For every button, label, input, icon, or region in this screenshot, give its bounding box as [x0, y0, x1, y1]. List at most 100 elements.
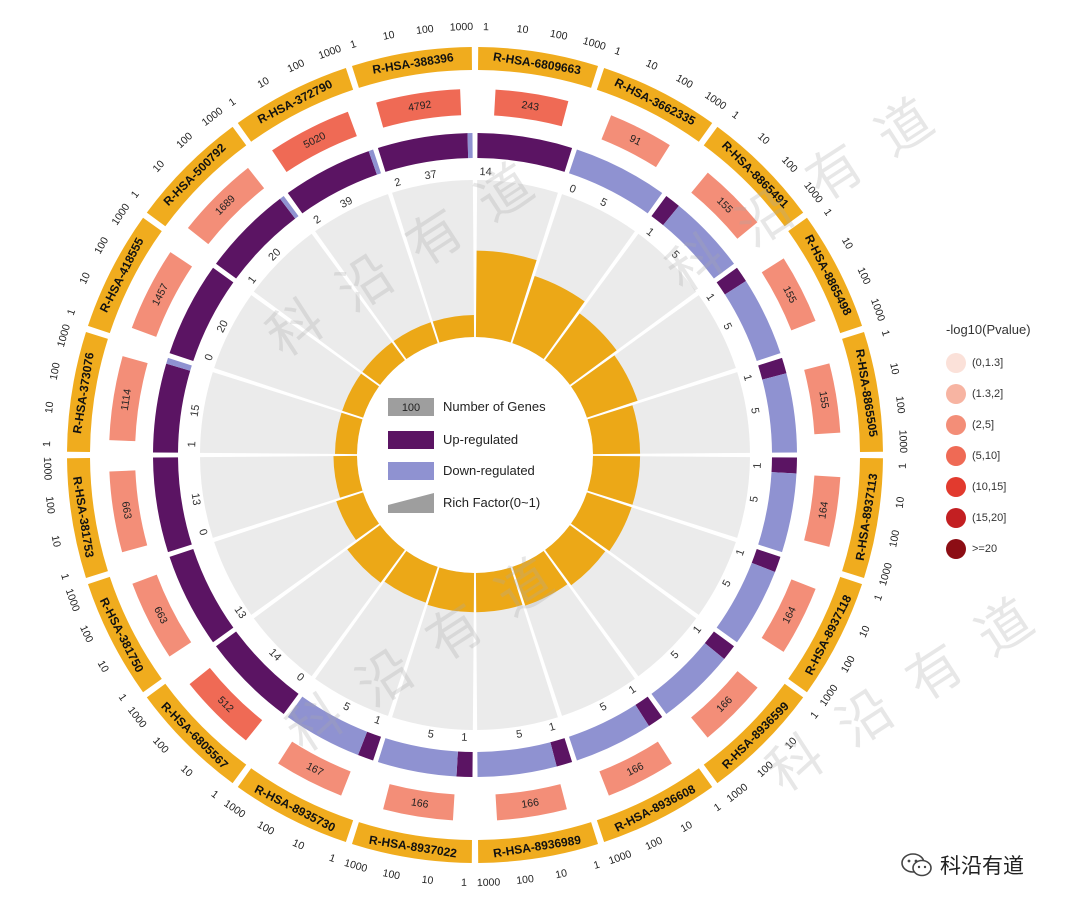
up-regulated-segment: [477, 133, 573, 172]
outer-tick-label: 100: [855, 266, 873, 287]
down-count-label: 5: [669, 649, 682, 662]
pvalue-bin-label: (0,1.3]: [972, 356, 1004, 369]
down-count-label: 5: [515, 728, 523, 741]
down-regulated-segment: [166, 357, 192, 371]
outer-tick-label: 10: [755, 130, 772, 147]
rich-factor-background: [200, 455, 363, 538]
down-regulated-segment: [762, 373, 797, 453]
rich-factor-bar: [384, 551, 438, 603]
gene-count-label: 166: [521, 796, 540, 811]
rich-factor-bar: [475, 250, 537, 343]
outer-tick-label: 1000: [200, 105, 226, 129]
up-count-label: 2: [393, 176, 402, 189]
gene-count-bar: [761, 258, 816, 331]
pvalue-bin-label: (2,5]: [972, 418, 995, 431]
gene-count-bar: [132, 574, 192, 657]
pvalue-swatch: [946, 383, 966, 404]
category-band: [596, 768, 713, 843]
down-regulated-segment: [663, 205, 735, 279]
gene-count-bar: [804, 475, 841, 547]
up-regulated-segment: [751, 548, 781, 572]
rich-factor-bar: [512, 276, 585, 359]
category-band: [67, 331, 108, 452]
up-regulated-segment: [215, 631, 299, 715]
gene-count-bar: [495, 784, 567, 821]
down-count-label: 5: [748, 407, 761, 415]
rich-factor-bar: [347, 525, 405, 583]
up-regulated-segment: [635, 696, 663, 726]
category-band: [842, 458, 883, 579]
category-band: [87, 576, 162, 693]
outer-tick-label: 1000: [450, 21, 474, 34]
gene-count-bar: [189, 667, 263, 741]
gene-count-bar: [761, 579, 816, 652]
down-count-label: 5: [669, 248, 682, 261]
outer-tick-label: 1: [613, 45, 623, 58]
rich-factor-bar: [571, 355, 638, 418]
up-count-label: 1: [644, 226, 656, 239]
up-count-label: 1: [691, 624, 704, 636]
down-count-label: 5: [748, 495, 761, 503]
outer-tick-label: 100: [43, 496, 57, 515]
up-count-label: 1: [752, 462, 764, 469]
outer-tick-label: 1: [65, 307, 78, 317]
up-count-label: 14: [479, 166, 492, 178]
pvalue-swatch: [946, 476, 966, 497]
category-band: [788, 217, 863, 334]
outer-tick-label: 1: [227, 96, 239, 109]
outer-tick-label: 1000: [477, 876, 501, 889]
outer-tick-label: 1000: [801, 180, 825, 206]
outer-tick-label: 1: [461, 877, 467, 889]
gene-count-bar: [494, 89, 569, 127]
pvalue-legend-row: (5,10]: [946, 440, 1076, 471]
outer-tick-label: 10: [291, 837, 307, 853]
rich-factor-bar: [432, 315, 475, 343]
outer-tick-label: 1: [808, 709, 821, 721]
down-regulated-segment: [568, 704, 649, 761]
outer-tick-label: 10: [255, 75, 271, 91]
down-regulated-segment: [724, 281, 781, 362]
outer-tick-label: 10: [839, 235, 855, 251]
rich-factor-bar: [362, 342, 405, 385]
up-regulated-segment: [377, 133, 469, 172]
down-regulated-segment: [477, 742, 557, 777]
outer-tick-label: 10: [421, 874, 434, 887]
up-count-label: 2: [312, 213, 324, 226]
up-regulated-segment: [169, 548, 234, 643]
rich-factor-bar: [512, 551, 568, 606]
gene-count-label: 4792: [407, 99, 432, 115]
legend-swatch-up: [388, 431, 434, 449]
pvalue-legend: -log10(Pvalue) (0,1.3] (1.3,2] (2,5] (5,10]…: [946, 322, 1076, 564]
outer-tick-label: 1: [328, 852, 338, 865]
rich-factor-bar: [336, 492, 379, 541]
outer-tick-label: 10: [857, 624, 873, 640]
outer-tick-label: 1: [349, 38, 358, 51]
outer-tick-label: 100: [92, 235, 111, 256]
pvalue-legend-title: -log10(Pvalue): [946, 322, 1031, 337]
down-regulated-segment: [280, 195, 299, 219]
rich-factor-bar: [587, 455, 641, 505]
rich-factor-background: [315, 194, 438, 359]
outer-tick-label: 1: [821, 207, 834, 219]
category-band: [146, 683, 247, 784]
outer-tick-label: 1: [712, 801, 724, 814]
outer-tick-label: 10: [679, 819, 695, 835]
category-band: [478, 47, 599, 88]
outer-tick-label: 100: [674, 72, 695, 91]
up-regulated-segment: [153, 363, 191, 453]
outer-tick-label: 10: [516, 23, 529, 36]
gene-count-bar: [109, 356, 148, 442]
rich-factor-background: [200, 372, 363, 455]
down-count-label: 5: [720, 578, 733, 589]
legend-item-label: Number of Genes: [443, 399, 546, 414]
outer-tick-label: 1000: [109, 201, 132, 227]
pvalue-swatch: [946, 507, 966, 528]
outer-tick-label: 10: [77, 270, 93, 286]
pvalue-legend-row: >=20: [946, 533, 1076, 564]
outer-tick-label: 100: [516, 873, 535, 887]
pvalue-swatch: [946, 445, 966, 466]
legend-swatch-rich: [388, 493, 434, 513]
category-band: [237, 67, 354, 142]
down-regulated-segment: [368, 149, 382, 175]
up-count-label: 13: [232, 604, 249, 621]
